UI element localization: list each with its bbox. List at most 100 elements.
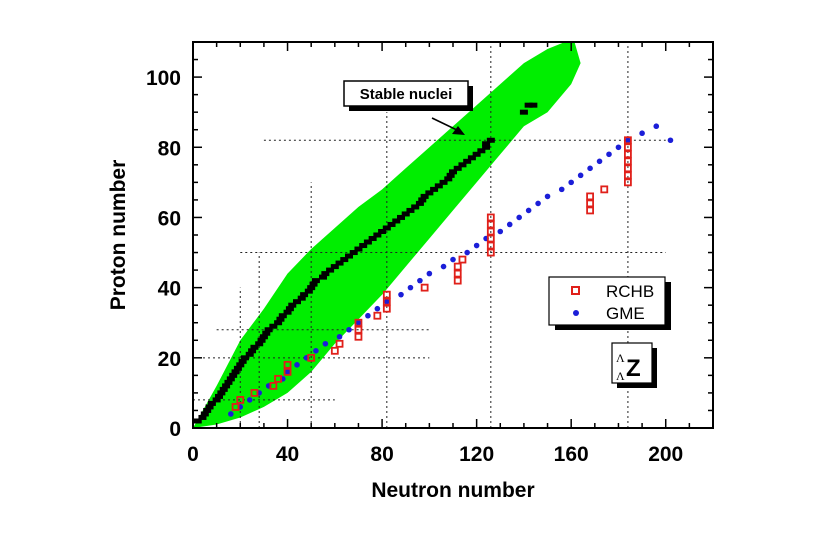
rchb-point: [486, 241, 495, 250]
annotation-box: [343, 80, 469, 107]
stable-nucleus-point: [392, 218, 401, 224]
tick-labels: 0 40 80 120 160 200 0 20 40 60 80 100: [146, 67, 683, 466]
stable-nucleus-point: [486, 137, 495, 143]
rchb-point: [624, 164, 632, 173]
gme-point: [568, 179, 574, 186]
lambda-box: [611, 342, 653, 384]
rchb-point: [600, 185, 609, 194]
stable-nucleus-point: [231, 369, 240, 375]
stable-nucleus-point: [453, 165, 462, 171]
legend-marker-gme: [573, 310, 579, 316]
gme-point: [535, 200, 541, 207]
gme-point: [407, 284, 414, 291]
rchb-point: [236, 396, 245, 404]
rchb-point: [486, 248, 495, 257]
x-axis-title: Neutron number: [371, 479, 534, 502]
rchb-point: [330, 346, 339, 355]
stable-nucleus-point: [233, 365, 242, 371]
stable-nucleus-point: [373, 232, 382, 238]
stable-nucleus-point: [477, 148, 486, 154]
stable-nucleus-point: [326, 267, 335, 273]
stable-nucleus-point: [368, 236, 377, 242]
stable-nucleus-point: [215, 393, 223, 399]
y-tick-label: 20: [158, 348, 181, 371]
stable-nucleus-point: [293, 299, 301, 305]
gme-point: [506, 221, 513, 228]
gme-point: [625, 137, 631, 144]
stable-nucleus-point: [304, 288, 313, 294]
gme-point: [294, 362, 300, 368]
annotation-arrowhead: [452, 126, 465, 135]
rchb-point: [373, 311, 382, 320]
rchb-point: [486, 213, 495, 222]
rchb-point: [624, 150, 632, 159]
axis-ticks: [192, 41, 714, 429]
drip-line-band: [193, 42, 581, 428]
legend: RCHB GME: [548, 276, 671, 330]
stable-nucleus-point: [349, 250, 358, 256]
stable-nuclei-layer: [193, 102, 538, 424]
stable-nucleus-point: [238, 358, 247, 364]
rchb-point: [486, 234, 495, 243]
gme-point: [313, 348, 319, 354]
stable-nucleus-point: [340, 257, 349, 263]
rchb-point: [274, 374, 282, 383]
rchb-point: [307, 353, 316, 362]
gme-point: [587, 165, 593, 172]
gme-point: [365, 312, 371, 319]
stable-nucleus-point: [193, 418, 202, 424]
stable-nuclei-annotation: Stable nuclei: [343, 80, 473, 135]
x-tick-label: 0: [187, 443, 199, 466]
stable-nucleus-point: [307, 285, 316, 291]
y-tick-label: 60: [158, 207, 181, 230]
stable-nucleus-point: [354, 246, 363, 252]
stable-nucleus-point: [241, 355, 249, 361]
stable-nucleus-point: [236, 362, 245, 368]
gme-point: [450, 256, 456, 263]
gme-point: [544, 193, 551, 200]
rchb-point: [624, 178, 632, 187]
stable-nucleus-point: [276, 316, 285, 322]
rchb-point: [231, 403, 240, 411]
annotation-label: Stable nuclei: [360, 86, 453, 103]
stable-nucleus-point: [250, 344, 259, 350]
gme-point: [596, 158, 603, 165]
gme-point: [653, 123, 660, 130]
gme-point: [667, 137, 674, 144]
stable-nucleus-point: [446, 172, 455, 178]
y-tick-label: 0: [169, 418, 181, 441]
stable-nucleus-point: [529, 102, 538, 108]
stable-nucleus-point: [224, 379, 233, 385]
stable-nucleus-point: [205, 404, 214, 410]
stable-nucleus-point: [219, 386, 228, 392]
gme-point: [558, 186, 565, 193]
stable-nucleus-point: [418, 197, 427, 203]
rchb-point: [453, 269, 462, 278]
stable-nucleus-point: [482, 144, 491, 150]
x-tick-label: 200: [648, 443, 683, 466]
rchb-point: [586, 206, 594, 215]
gme-point: [516, 214, 522, 221]
stable-nucleus-point: [207, 400, 216, 406]
gme-point: [440, 263, 447, 270]
stable-nucleus-point: [458, 162, 467, 168]
stable-nucleus-point: [300, 292, 309, 298]
gme-point: [284, 369, 291, 375]
rchb-point: [269, 381, 278, 390]
legend-label-gme: GME: [606, 304, 645, 323]
rchb-point: [354, 325, 363, 334]
stable-nucleus-point: [319, 274, 327, 280]
drip-line-band-layer: [193, 42, 581, 428]
stable-nucleus-point: [382, 225, 391, 231]
stable-nucleus-point: [335, 260, 344, 266]
gme-point: [384, 298, 390, 305]
rchb-point: [458, 255, 467, 264]
y-tick-label: 80: [158, 137, 181, 160]
annotation-arrow-line: [431, 117, 460, 132]
stable-nucleus-point: [425, 190, 434, 196]
gme-point: [374, 305, 381, 312]
stable-nucleus-point: [311, 278, 320, 284]
stable-nucleus-point: [434, 183, 443, 189]
stable-nucleus-point: [285, 306, 294, 312]
stable-nucleus-point: [297, 295, 306, 301]
